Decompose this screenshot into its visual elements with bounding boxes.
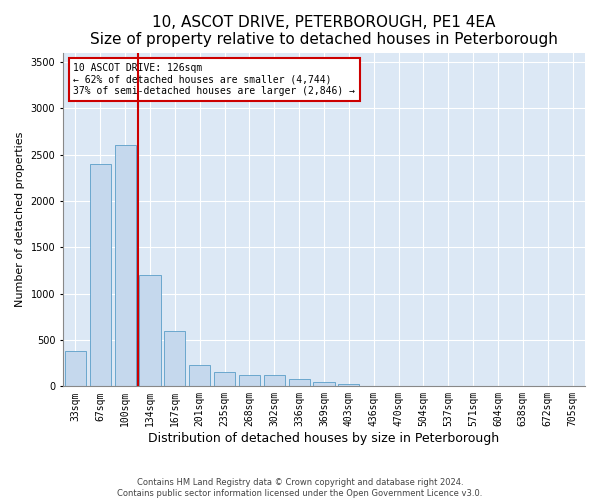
Bar bbox=[289, 379, 310, 386]
X-axis label: Distribution of detached houses by size in Peterborough: Distribution of detached houses by size … bbox=[148, 432, 500, 445]
Text: 10 ASCOT DRIVE: 126sqm
← 62% of detached houses are smaller (4,744)
37% of semi-: 10 ASCOT DRIVE: 126sqm ← 62% of detached… bbox=[73, 62, 355, 96]
Bar bbox=[89, 164, 111, 386]
Title: 10, ASCOT DRIVE, PETERBOROUGH, PE1 4EA
Size of property relative to detached hou: 10, ASCOT DRIVE, PETERBOROUGH, PE1 4EA S… bbox=[90, 15, 558, 48]
Y-axis label: Number of detached properties: Number of detached properties bbox=[15, 132, 25, 307]
Bar bbox=[239, 375, 260, 386]
Bar bbox=[115, 146, 136, 386]
Bar bbox=[214, 372, 235, 386]
Bar bbox=[139, 275, 161, 386]
Bar bbox=[189, 365, 210, 386]
Bar bbox=[338, 384, 359, 386]
Bar bbox=[65, 351, 86, 386]
Bar bbox=[313, 382, 335, 386]
Bar bbox=[263, 375, 285, 386]
Text: Contains HM Land Registry data © Crown copyright and database right 2024.
Contai: Contains HM Land Registry data © Crown c… bbox=[118, 478, 482, 498]
Bar bbox=[164, 330, 185, 386]
